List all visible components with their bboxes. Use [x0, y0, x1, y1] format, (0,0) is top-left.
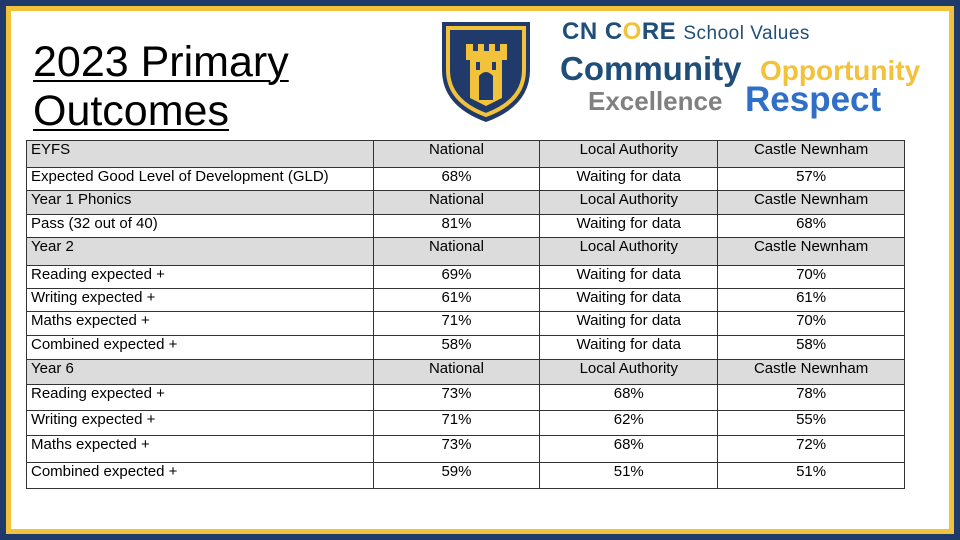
table-cell: 68%	[717, 214, 905, 238]
table-cell: 73%	[372, 435, 541, 463]
table-cell: 68%	[372, 167, 541, 191]
table-row: Combined expected +59% 51% 51%	[26, 462, 905, 489]
table-header-row: EYFS National Local Authority Castle Newnha…	[26, 140, 905, 168]
outcomes-table: EYFS National Local Authority Castle Newnha…	[26, 140, 905, 489]
table-header-row: Year 6 National Local Authority Castle Newn…	[26, 359, 905, 385]
table-cell: 62%	[539, 410, 719, 436]
table-cell: 70%	[717, 265, 905, 289]
table-header-cell: Year 1 Phonics	[26, 190, 374, 215]
cn-core-prefix: CN C	[562, 18, 623, 45]
cn-core-o: O	[622, 18, 642, 45]
cn-core-re: RE	[641, 18, 677, 45]
table-cell: 61%	[372, 288, 541, 312]
outcomes-table-body: EYFS National Local Authority Castle Newnha…	[26, 140, 905, 489]
table-header-cell: National	[372, 237, 541, 266]
value-excellence: Excellence	[588, 86, 723, 116]
table-cell: Reading expected +	[26, 384, 374, 411]
table-cell: Maths expected +	[26, 311, 374, 336]
table-cell: Waiting for data	[539, 335, 719, 360]
value-community: Community	[560, 50, 742, 87]
table-header-cell: Local Authority	[539, 190, 719, 215]
table-header-cell: Local Authority	[539, 237, 719, 266]
table-cell: 59%	[372, 462, 541, 489]
title-line-1: 2023 Primary	[33, 38, 289, 86]
value-respect: Respect	[745, 80, 882, 119]
table-header-row: Year 1 Phonics National Local Authority Cas…	[26, 190, 905, 215]
table-header-cell: National	[372, 140, 541, 168]
value-opportunity: Opportunity	[760, 55, 921, 86]
title-line-2: Outcomes	[33, 87, 229, 135]
table-row: Pass (32 out of 40) 81% Waiting for data 68…	[26, 214, 905, 238]
table-cell: 73%	[372, 384, 541, 411]
table-header-cell: Year 6	[26, 359, 374, 385]
table-cell: 55%	[717, 410, 905, 436]
cn-core-heading: CN CORE School Values	[562, 18, 810, 46]
table-cell: 68%	[539, 435, 719, 463]
table-header-cell: Year 2	[26, 237, 374, 266]
table-header-cell: EYFS	[26, 140, 374, 168]
table-cell: 57%	[717, 167, 905, 191]
table-row: Writing expected +71% 62% 55%	[26, 410, 905, 436]
table-header-cell: Castle Newnham	[717, 140, 905, 168]
table-cell: 61%	[717, 288, 905, 312]
table-cell: Reading expected +	[26, 265, 374, 289]
table-row: Writing expected +61% Waiting for data 61%	[26, 288, 905, 312]
castle-shield-crest-icon	[442, 22, 530, 122]
page-title: 2023 Primary Outcomes	[33, 38, 289, 136]
table-row: Combined expected +58% Waiting for data 58…	[26, 335, 905, 360]
table-cell: 71%	[372, 311, 541, 336]
table-cell: 68%	[539, 384, 719, 411]
table-header-cell: Castle Newnham	[717, 237, 905, 266]
table-row: Maths expected +71% Waiting for data 70%	[26, 311, 905, 336]
table-cell: Waiting for data	[539, 167, 719, 191]
table-header-cell: Local Authority	[539, 359, 719, 385]
school-values: CN CORE School Values Community Opportun…	[560, 16, 950, 128]
table-cell: Waiting for data	[539, 214, 719, 238]
table-header-cell: Castle Newnham	[717, 190, 905, 215]
table-header-cell: Local Authority	[539, 140, 719, 168]
table-row: Maths expected +73% 68% 72%	[26, 435, 905, 463]
table-row: Reading expected +73% 68% 78%	[26, 384, 905, 411]
table-header-cell: Castle Newnham	[717, 359, 905, 385]
table-row: Reading expected +69% Waiting for data 70%	[26, 265, 905, 289]
table-cell: 51%	[717, 462, 905, 489]
table-cell: Waiting for data	[539, 311, 719, 336]
table-cell: 58%	[717, 335, 905, 360]
table-cell: 70%	[717, 311, 905, 336]
table-cell: Combined expected +	[26, 335, 374, 360]
table-cell: Waiting for data	[539, 288, 719, 312]
table-cell: 69%	[372, 265, 541, 289]
table-header-cell: National	[372, 359, 541, 385]
table-cell: 81%	[372, 214, 541, 238]
table-cell: 51%	[539, 462, 719, 489]
table-header-cell: National	[372, 190, 541, 215]
table-cell: Combined expected +	[26, 462, 374, 489]
table-cell: Pass (32 out of 40)	[26, 214, 374, 238]
school-values-subtitle: School Values	[683, 23, 810, 44]
table-cell: 78%	[717, 384, 905, 411]
table-header-row: Year 2 National Local Authority Castle Newn…	[26, 237, 905, 266]
table-cell: 72%	[717, 435, 905, 463]
table-cell: Maths expected +	[26, 435, 374, 463]
table-cell: 58%	[372, 335, 541, 360]
table-cell: Waiting for data	[539, 265, 719, 289]
table-row: Expected Good Level of Development (GLD)…	[26, 167, 905, 191]
table-cell: Writing expected +	[26, 288, 374, 312]
table-cell: Writing expected +	[26, 410, 374, 436]
table-cell: 71%	[372, 410, 541, 436]
table-cell: Expected Good Level of Development (GLD)	[26, 167, 374, 191]
